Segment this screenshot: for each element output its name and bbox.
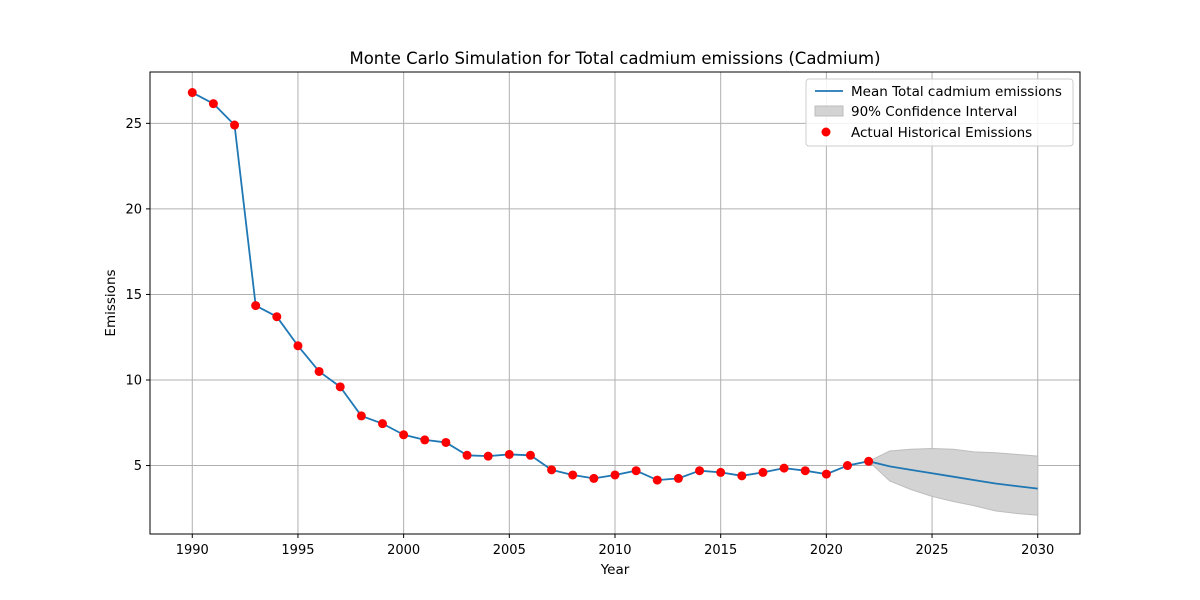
actual-emission-point bbox=[230, 120, 240, 130]
x-tick-label: 2010 bbox=[598, 543, 631, 558]
actual-emission-point bbox=[716, 467, 726, 477]
actual-emission-point bbox=[208, 99, 218, 109]
x-tick-label: 2025 bbox=[915, 543, 948, 558]
x-axis-label: Year bbox=[600, 562, 630, 578]
legend-box bbox=[805, 78, 1074, 147]
legend-label-mean: Mean Total cadmium emissions bbox=[851, 84, 1062, 100]
x-tick-label: 2000 bbox=[387, 543, 420, 558]
actual-emission-point bbox=[314, 366, 324, 376]
confidence-interval-band bbox=[867, 447, 1039, 516]
actual-emission-point bbox=[399, 430, 409, 440]
actual-emission-point bbox=[821, 469, 831, 479]
actual-emission-point bbox=[695, 466, 705, 476]
x-axis-ticks: 1990 1995 2000 2005 2010 2015 2020 2025 2030 bbox=[176, 534, 1054, 558]
y-axis-ticks: 5 10 15 20 25 bbox=[125, 117, 150, 474]
actual-emission-point bbox=[483, 451, 493, 461]
x-tick-label: 1990 bbox=[176, 543, 209, 558]
x-tick-label: 1995 bbox=[281, 543, 314, 558]
legend: Mean Total cadmium emissions 90% Confide… bbox=[805, 78, 1074, 147]
actual-emission-point bbox=[547, 465, 557, 475]
actual-emission-point bbox=[673, 473, 683, 483]
actual-emission-point bbox=[462, 450, 472, 460]
actual-emission-point bbox=[843, 461, 852, 471]
actual-emission-point bbox=[737, 471, 747, 481]
actual-emission-point bbox=[272, 312, 282, 322]
y-tick-label: 5 bbox=[134, 459, 142, 474]
actual-emission-point bbox=[525, 450, 535, 460]
x-tick-label: 2015 bbox=[704, 543, 737, 558]
legend-swatch-point bbox=[821, 127, 831, 137]
y-tick-label: 20 bbox=[125, 202, 142, 217]
actual-emission-point bbox=[293, 341, 303, 351]
x-tick-label: 2030 bbox=[1021, 543, 1054, 558]
actual-emission-point bbox=[631, 466, 641, 476]
actual-emission-point bbox=[610, 470, 620, 480]
legend-label-actual: Actual Historical Emissions bbox=[851, 125, 1032, 141]
actual-emission-point bbox=[652, 475, 662, 485]
actual-emission-point bbox=[568, 470, 578, 480]
x-tick-label: 2020 bbox=[810, 543, 843, 558]
actual-points-layer bbox=[187, 88, 874, 485]
actual-emission-point bbox=[758, 467, 768, 477]
x-tick-label: 2005 bbox=[493, 543, 526, 558]
actual-emission-point bbox=[589, 473, 599, 483]
y-tick-label: 15 bbox=[125, 288, 142, 303]
chart-title: Monte Carlo Simulation for Total cadmium… bbox=[349, 49, 880, 68]
actual-emission-point bbox=[335, 382, 345, 392]
legend-swatch-band bbox=[814, 105, 844, 117]
actual-emission-point bbox=[504, 449, 514, 459]
legend-label-interval: 90% Confidence Interval bbox=[851, 104, 1017, 120]
y-tick-label: 10 bbox=[125, 374, 142, 389]
actual-emission-point bbox=[378, 419, 387, 429]
actual-emission-point bbox=[864, 456, 874, 466]
actual-emission-point bbox=[251, 301, 261, 311]
actual-emission-point bbox=[800, 466, 810, 476]
actual-emission-point bbox=[420, 435, 430, 445]
y-tick-label: 25 bbox=[125, 117, 142, 132]
y-axis-label: Emissions bbox=[103, 269, 119, 336]
confidence-band-layer bbox=[867, 447, 1039, 516]
actual-emission-point bbox=[187, 88, 197, 98]
actual-emission-point bbox=[779, 463, 789, 473]
actual-emission-point bbox=[356, 411, 366, 421]
actual-emission-point bbox=[441, 437, 451, 447]
